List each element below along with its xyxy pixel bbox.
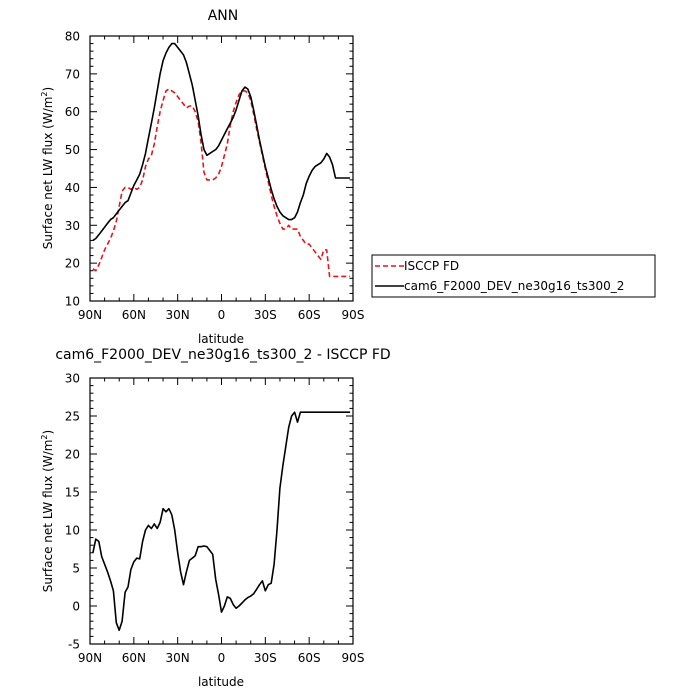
chart-title: cam6_F2000_DEV_ne30g16_ts300_2 - ISCCP F… [55,347,390,363]
x-axis-ticks: 90N 60N 30N 0 30S 60S 90S [78,36,365,322]
x-tick-label: 30S [254,308,277,322]
y-tick-label: 5 [72,562,80,576]
legend-label-cam6: cam6_F2000_DEV_ne30g16_ts300_2 [404,279,624,293]
x-axis-ticks: 90N 60N 30N 0 30S 60S 90S [78,378,365,665]
y-tick-label: 20 [65,257,80,271]
y-axis-label: Surface net LW flux (W/m2) [40,87,55,249]
x-tick-label: 90N [78,651,102,665]
x-tick-label: 90N [78,308,102,322]
y-tick-label: 25 [65,410,80,424]
y-tick-label: -5 [68,638,80,652]
y-tick-label: 60 [65,105,80,119]
y-axis-ticks: 10 20 30 40 50 60 70 80 [65,30,353,309]
x-tick-label: 60N [122,651,146,665]
y-axis-label-close: ) [41,87,55,92]
y-tick-label: 80 [65,30,80,44]
series-line-cam6 [92,42,351,242]
y-axis-label: Surface net LW flux (W/m2) [40,430,55,592]
plot-area-line [92,42,351,278]
x-tick-label: 30N [166,651,190,665]
x-tick-label: 60S [298,651,321,665]
legend-label-isccp: ISCCP FD [404,259,459,273]
y-axis-label-main: Surface net LW flux (W/m [41,97,55,250]
legend: ISCCP FD cam6_F2000_DEV_ne30g16_ts300_2 [371,254,656,298]
y-axis-label-main: Surface net LW flux (W/m [41,440,55,593]
y-tick-label: 50 [65,143,80,157]
chart-panel-difference: cam6_F2000_DEV_ne30g16_ts300_2 - ISCCP F… [40,347,391,689]
plot-area-line [92,411,351,632]
y-tick-label: 10 [65,524,80,538]
y-tick-label: 30 [65,219,80,233]
y-tick-label: 30 [65,372,80,386]
y-axis-label-close: ) [41,430,55,435]
chart-title: ANN [208,8,239,24]
y-tick-label: 20 [65,448,80,462]
y-tick-label: 40 [65,181,80,195]
y-tick-label: 0 [72,600,80,614]
y-axis-ticks: -5 0 5 10 15 20 25 30 [65,372,353,652]
legend-frame [371,254,656,298]
y-tick-label: 70 [65,67,80,81]
x-tick-label: 90S [342,308,365,322]
x-tick-label: 60S [298,308,321,322]
x-tick-label: 0 [218,308,226,322]
x-axis-label: latitude [198,675,244,689]
x-tick-label: 30S [254,651,277,665]
y-tick-label: 10 [65,295,80,309]
y-axis-label-superscript: 2 [40,91,49,96]
y-tick-label: 15 [65,486,80,500]
x-tick-label: 90S [342,651,365,665]
plot-frame [89,377,354,645]
series-line-isccp [92,88,351,278]
series-line-difference [92,411,351,632]
x-tick-label: 30N [166,308,190,322]
x-axis-label: latitude [198,332,244,346]
chart-panel-annual: ANN 10 20 30 40 50 60 70 80 90N 60N 30N 0 30S 60S 90S… [40,8,656,346]
x-tick-label: 60N [122,308,146,322]
x-tick-label: 0 [218,651,226,665]
y-axis-label-superscript: 2 [40,434,49,439]
